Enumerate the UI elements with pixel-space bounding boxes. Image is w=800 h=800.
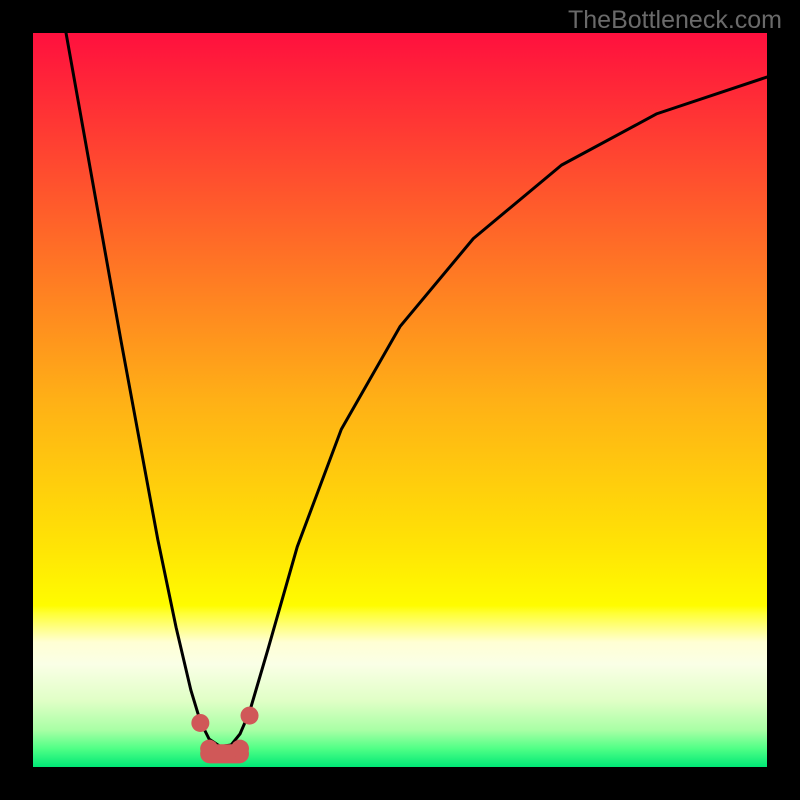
mark-dot <box>231 740 249 758</box>
chart-svg <box>33 33 767 767</box>
chart-plot-area <box>33 33 767 767</box>
mark-dot <box>200 740 218 758</box>
mark-dot <box>191 714 209 732</box>
mark-dot <box>241 707 259 725</box>
chart-background <box>33 33 767 767</box>
watermark-text: TheBottleneck.com <box>568 6 782 35</box>
